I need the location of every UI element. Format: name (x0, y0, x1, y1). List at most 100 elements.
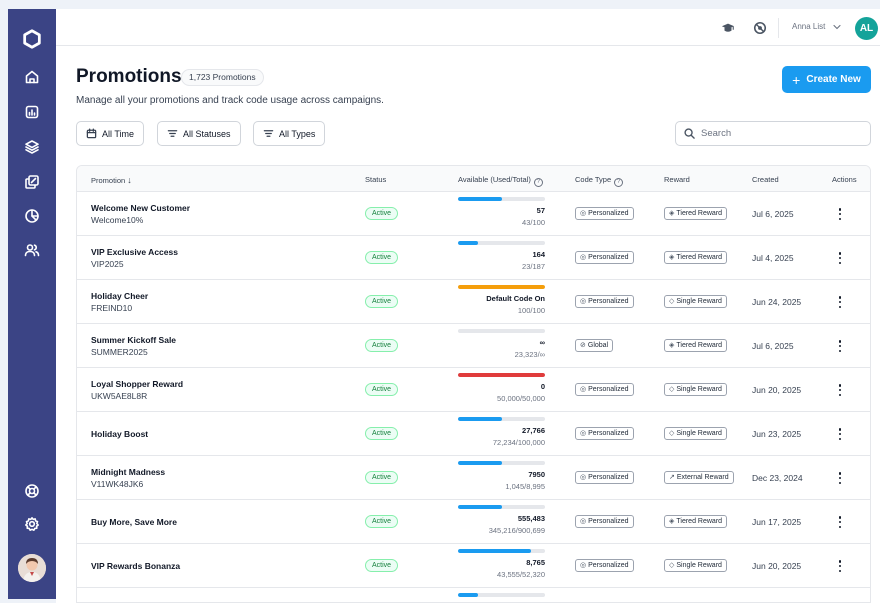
more-actions-icon[interactable] (837, 206, 843, 222)
usage-progress-bar (458, 197, 545, 201)
available-count: 164 (532, 250, 545, 259)
reward-icon: ◈ (669, 342, 675, 349)
layers-icon[interactable] (22, 137, 42, 157)
column-available[interactable]: Available (Used/Total)? (458, 175, 543, 187)
time-filter-button[interactable]: All Time (76, 121, 145, 146)
users-icon[interactable] (22, 240, 42, 260)
home-icon[interactable] (22, 67, 42, 87)
more-actions-icon[interactable] (837, 338, 843, 354)
logo-icon[interactable] (20, 27, 44, 51)
available-count: 27,766 (522, 426, 545, 435)
search-input[interactable] (701, 128, 861, 139)
promotion-name[interactable]: Summer Kickoff Sale (91, 335, 177, 345)
created-date: Jul 4, 2025 (752, 253, 794, 263)
table-row[interactable]: Welcome New Customer Welcome10% Active 57 43… (77, 192, 870, 236)
topbar-divider (778, 18, 779, 38)
page-title: Promotions (76, 66, 182, 87)
help-circle-icon[interactable]: ? (533, 178, 543, 187)
used-total: 43/100 (522, 218, 545, 227)
graduation-cap-icon[interactable] (720, 20, 736, 36)
search-box[interactable] (675, 121, 871, 146)
code-type-tag: ◎ Personalized (575, 515, 634, 528)
used-total: 23,323/∞ (514, 350, 545, 359)
status-filter-button[interactable]: All Statuses (157, 121, 241, 146)
fingerprint-icon: ◎ (580, 562, 587, 569)
usage-progress-fill (458, 373, 545, 377)
promotion-name[interactable]: Midnight Madness (91, 467, 166, 477)
reward-label: Tiered Reward (676, 210, 723, 217)
status-badge: Active (365, 339, 399, 352)
available-count: 57 (536, 206, 545, 215)
status-filter-label: All Statuses (183, 128, 231, 139)
more-actions-icon[interactable] (837, 470, 843, 486)
column-code-type-label: Code Type (575, 175, 612, 184)
column-code-type[interactable]: Code Type? (575, 175, 624, 187)
used-total: 72,234/100,000 (492, 438, 545, 447)
chevron-down-icon[interactable] (832, 22, 842, 32)
table-row[interactable]: Buy More, Save More Active 555,483 345,216/… (77, 500, 870, 544)
status-badge: Active (365, 295, 399, 308)
promotions-table: Promotion ↓ Status Available (Used/Total… (76, 165, 871, 603)
usage-progress-fill (458, 505, 502, 509)
table-row[interactable]: VIP Rewards Bonanza Active 8,765 43,555/52,… (77, 544, 870, 588)
more-actions-icon[interactable] (837, 426, 843, 442)
settings-icon[interactable] (22, 514, 42, 534)
usage-progress-bar (458, 373, 545, 377)
reports-icon[interactable] (22, 102, 42, 122)
promotions-icon[interactable] (22, 172, 42, 192)
promotion-name[interactable]: VIP Exclusive Access (91, 247, 178, 257)
table-row[interactable]: Summer Kickoff Sale SUMMER2025 Active ∞ 23,3… (77, 324, 870, 368)
created-date: Jun 20, 2025 (752, 385, 802, 395)
promotion-name[interactable]: Holiday Boost (91, 429, 149, 439)
help-icon[interactable] (22, 481, 42, 501)
fingerprint-icon: ◎ (580, 298, 587, 305)
table-row[interactable]: Holiday Boost Active 27,766 72,234/100,000 ◎… (77, 412, 870, 456)
type-filter-button[interactable]: All Types (253, 121, 326, 146)
analytics-icon[interactable] (22, 206, 42, 226)
promotion-name[interactable]: Loyal Shopper Reward (91, 379, 184, 389)
activity-icon[interactable] (752, 20, 768, 36)
table-row[interactable]: Loyal Shopper Reward UKW5AE8L8R Active 0 50,… (77, 368, 870, 412)
promotion-name[interactable]: Holiday Cheer (91, 291, 149, 301)
column-promotion[interactable]: Promotion ↓ (91, 175, 132, 185)
promotions-count-badge: 1,723 Promotions (181, 69, 264, 86)
avatar[interactable] (18, 554, 46, 582)
more-actions-icon[interactable] (837, 514, 843, 530)
reward-icon: ◇ (669, 386, 675, 393)
status-badge: Active (365, 383, 399, 396)
promotion-name[interactable]: Welcome New Customer (91, 203, 191, 213)
column-status[interactable]: Status (365, 175, 387, 184)
created-date: Jul 6, 2025 (752, 341, 794, 351)
fingerprint-icon: ◎ (580, 386, 587, 393)
status-badge: Active (365, 427, 399, 440)
reward-label: Tiered Reward (676, 342, 723, 349)
table-row[interactable]: Holiday Cheer FREIND10 Active Default Code … (77, 280, 870, 324)
column-created[interactable]: Created (752, 175, 779, 184)
more-actions-icon[interactable] (837, 558, 843, 574)
user-name[interactable]: Anna List (792, 22, 826, 31)
promotion-name[interactable]: VIP Rewards Bonanza (91, 561, 181, 571)
table-row[interactable]: VIP Exclusive Access VIP2025 Active 164 23/1… (77, 236, 870, 280)
fingerprint-icon: ◎ (580, 430, 587, 437)
column-reward[interactable]: Reward (664, 175, 690, 184)
table-row[interactable]: Midnight Madness V11WK48JK6 Active 7950 1,04… (77, 456, 870, 500)
availability: 27,766 72,234/100,000 (458, 417, 545, 451)
code-type-tag: ◎ Personalized (575, 427, 634, 440)
help-circle-icon[interactable]: ? (614, 178, 624, 187)
user-avatar[interactable]: AL (855, 17, 878, 40)
more-actions-icon[interactable] (837, 250, 843, 266)
promotion-code: V11WK48JK6 (91, 479, 144, 489)
more-actions-icon[interactable] (837, 294, 843, 310)
status-badge: Active (365, 515, 399, 528)
used-total: 100/100 (517, 306, 545, 315)
usage-progress-fill (458, 461, 502, 465)
more-actions-icon[interactable] (837, 382, 843, 398)
plus-icon: + (792, 71, 801, 88)
filter-icon (167, 130, 178, 137)
create-new-button[interactable]: + Create New (782, 66, 871, 93)
created-date: Jun 23, 2025 (752, 429, 802, 439)
usage-progress-bar (458, 417, 545, 421)
promotion-name[interactable]: Buy More, Save More (91, 517, 177, 527)
code-type-label: Personalized (588, 254, 629, 261)
fingerprint-icon: ◎ (580, 254, 587, 261)
